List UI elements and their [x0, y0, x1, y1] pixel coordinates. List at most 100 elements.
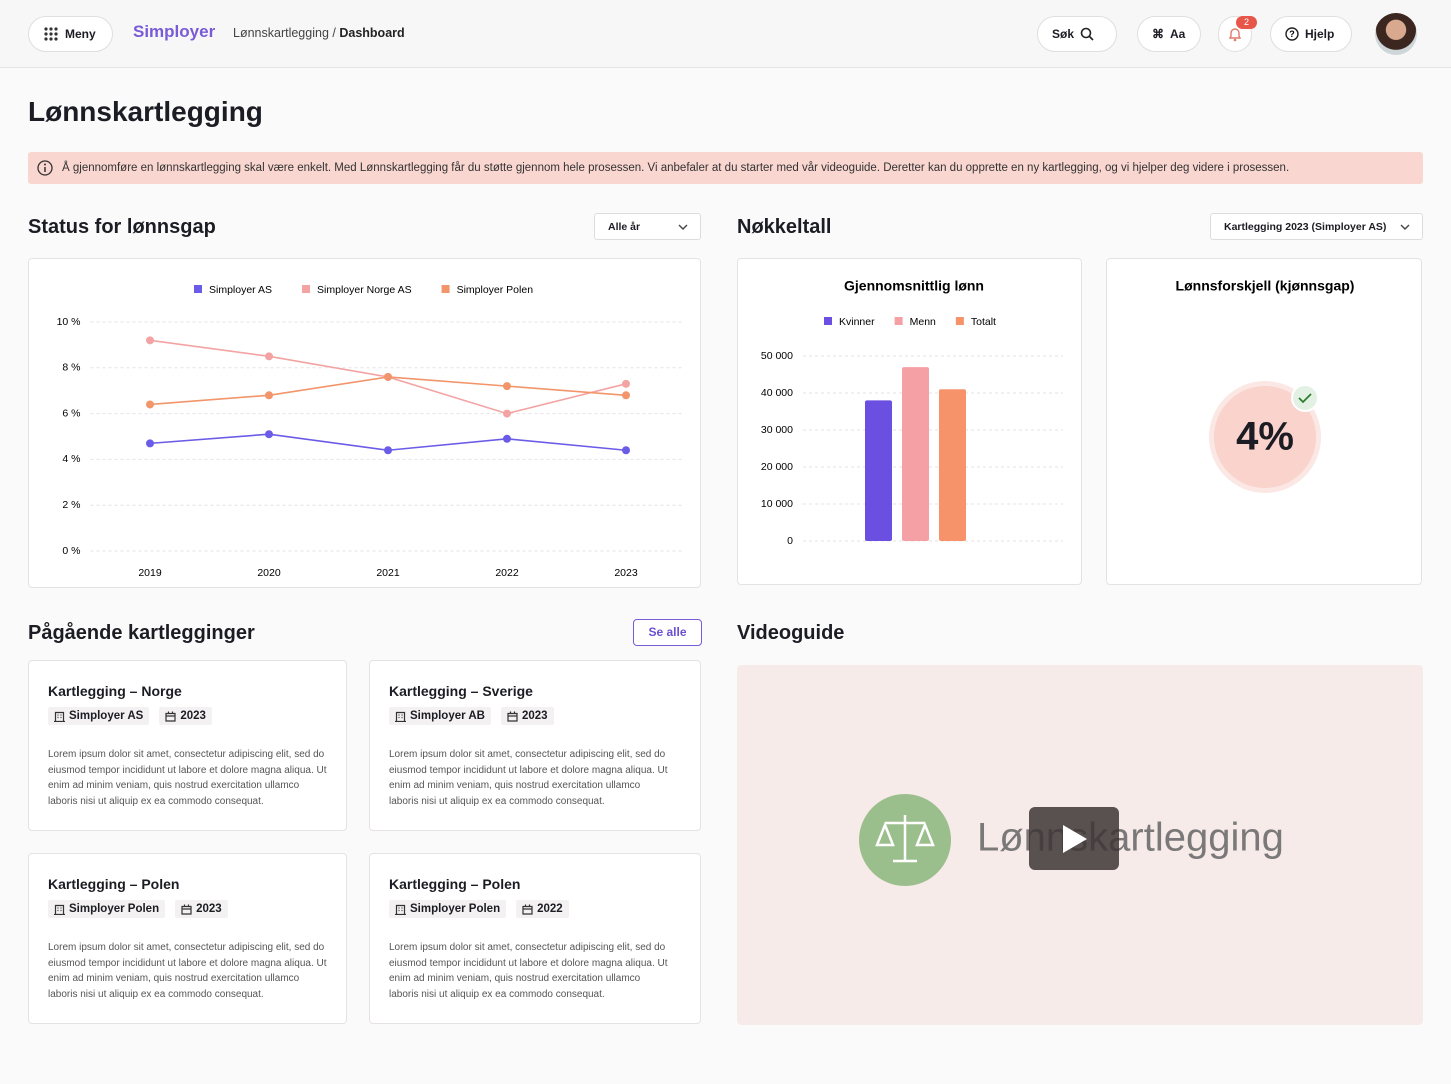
calendar-icon	[165, 711, 176, 722]
section-title: Videoguide	[737, 622, 845, 644]
avatar[interactable]	[1375, 13, 1417, 55]
section-title: Pågående kartlegginger	[28, 622, 255, 644]
card-tags: Simployer Polen 2023	[48, 900, 238, 920]
company-name: Simployer Polen	[410, 903, 501, 915]
font-button[interactable]: ⌘ Aa	[1137, 16, 1201, 52]
card-text: Lorem ipsum dolor sit amet, consectetur …	[48, 749, 327, 808]
survey-card[interactable]: Kartlegging – Sverige Simployer AB 2023 Lor…	[369, 660, 701, 831]
y-tick-label: 50 000	[761, 350, 793, 362]
data-point	[503, 434, 511, 443]
card-title: Kartlegging – Sverige	[389, 683, 533, 699]
card-title: Kartlegging – Polen	[389, 876, 521, 892]
chart-title: Gjennomsnittlig lønn	[844, 278, 984, 294]
data-line	[149, 376, 627, 406]
bell-icon	[1228, 28, 1242, 42]
notification-badge: 2	[1236, 16, 1257, 29]
company-name: Simployer Polen	[69, 903, 160, 915]
video-caption: Lønnskartlegging	[977, 816, 1284, 860]
legend-swatch	[955, 317, 964, 325]
survey-card[interactable]: Kartlegging – Polen Simployer Polen 2023 Lo…	[28, 853, 347, 1024]
video-player[interactable]: Lønnskartlegging	[737, 665, 1423, 1025]
page-title: Lønnskartlegging	[28, 96, 263, 127]
video-frame: Lønnskartlegging	[859, 794, 1284, 886]
year-tag: 2023	[175, 900, 228, 918]
font-label: Aa	[1170, 27, 1186, 41]
x-tick-label: 2022	[495, 567, 519, 579]
card-text: Lorem ipsum dolor sit amet, consectetur …	[389, 749, 668, 808]
info-banner: Å gjennomføre en lønnskartlegging skal v…	[28, 152, 1423, 184]
legend-label: Kvinner	[839, 316, 875, 328]
card-tags: Simployer AB 2023	[389, 707, 564, 727]
year-filter[interactable]: Alle år	[594, 213, 701, 240]
filter-label: Kartlegging 2023 (Simployer AS)	[1224, 220, 1387, 233]
bar	[939, 389, 966, 541]
help-label: Hjelp	[1305, 27, 1335, 41]
legend-swatch	[824, 317, 832, 325]
survey-card[interactable]: Kartlegging – Norge Simployer AS 2023 Lorem…	[28, 660, 347, 831]
icon-shape	[522, 904, 533, 915]
legend-swatch	[302, 285, 311, 293]
y-tick-label: 8 %	[62, 362, 80, 374]
breadcrumb-item[interactable]: Lønnskartlegging	[233, 26, 329, 40]
legend-swatch	[194, 285, 202, 293]
x-tick-label: 2023	[614, 567, 638, 579]
gap-card: Lønnsforskjell (kjønnsgap) 4%	[1106, 258, 1422, 585]
bar	[902, 367, 929, 541]
year: 2023	[521, 710, 548, 722]
card-text: Lorem ipsum dolor sit amet, consectetur …	[48, 942, 327, 1001]
breadcrumb: Lønnskartlegging / Dashboard	[233, 26, 405, 40]
search-button[interactable]: Søk	[1037, 16, 1117, 52]
y-tick-label: 40 000	[761, 387, 793, 399]
card-tags: Simployer Polen 2022	[389, 900, 579, 920]
filter-label: Alle år	[608, 220, 641, 233]
help-button[interactable]: ? Hjelp	[1270, 16, 1352, 52]
company-name: Simployer AS	[69, 710, 144, 722]
brand[interactable]: Simployer	[133, 22, 216, 41]
legend-label: Menn	[910, 316, 936, 328]
y-tick-label: 6 %	[62, 407, 80, 419]
breadcrumb-separator: /	[332, 26, 336, 40]
icon-shape	[165, 711, 176, 722]
year: 2023	[180, 710, 206, 722]
survey-filter[interactable]: Kartlegging 2023 (Simployer AS)	[1210, 213, 1423, 240]
y-tick-label: 10 %	[57, 316, 81, 328]
calendar-icon	[507, 711, 518, 722]
data-point	[622, 379, 630, 388]
svg-text:?: ?	[1289, 29, 1295, 39]
breadcrumb-item: Dashboard	[339, 26, 405, 40]
data-point	[384, 372, 392, 381]
menu-icon	[44, 27, 58, 41]
gap-value: 4%	[1236, 415, 1294, 459]
line-chart: Simployer AS Simployer Norge AS Simployer …	[57, 284, 684, 579]
company-name: Simployer AB	[410, 710, 485, 722]
year-tag: 2023	[159, 707, 212, 725]
card-tags: Simployer AS 2023	[48, 707, 222, 727]
company-tag: Simployer Polen	[389, 900, 507, 918]
y-tick-label: 0 %	[62, 545, 80, 557]
legend-label: Simployer Polen	[457, 284, 534, 296]
legend-label: Totalt	[971, 316, 996, 328]
legend-label: Simployer AS	[209, 284, 272, 296]
year: 2022	[537, 903, 563, 915]
check-icon	[1298, 393, 1312, 404]
company-tag: Simployer Polen	[48, 900, 166, 918]
icon-shape	[181, 904, 192, 915]
line-chart-card: Simployer AS Simployer Norge AS Simployer …	[28, 258, 701, 588]
data-point	[146, 336, 154, 345]
bar	[865, 400, 892, 541]
survey-card[interactable]: Kartlegging – Polen Simployer Polen 2022 Lo…	[369, 853, 701, 1024]
menu-button[interactable]: Meny	[28, 16, 113, 52]
icon-shape	[54, 904, 65, 915]
x-tick-label: 2019	[138, 567, 162, 579]
year: 2023	[196, 903, 222, 915]
data-point	[146, 439, 154, 448]
data-point	[622, 446, 630, 455]
company-tag: Simployer AS	[48, 707, 150, 725]
chevron	[1400, 224, 1410, 230]
data-point	[265, 430, 273, 439]
building-icon	[395, 711, 406, 722]
search-icon	[1080, 27, 1094, 41]
icon-shape	[395, 711, 406, 722]
see-all-button[interactable]: Se alle	[633, 619, 702, 646]
top-bar: Meny Simployer Lønnskartlegging / Dashbo…	[0, 0, 1451, 68]
